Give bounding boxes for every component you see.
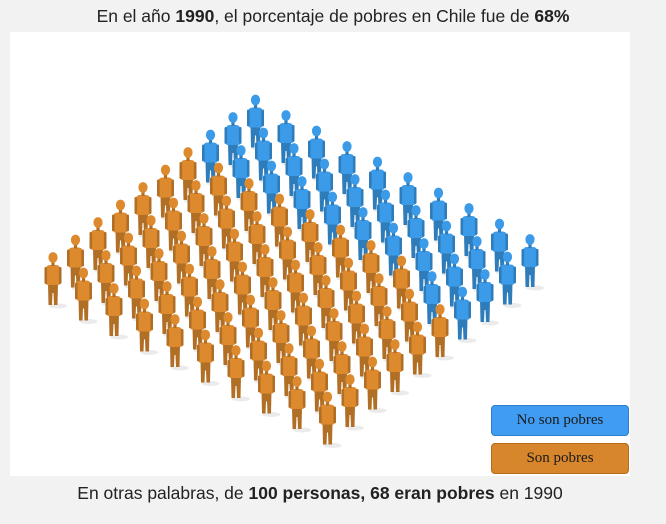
caption-text-2: en 1990 (494, 483, 563, 503)
person-poor-icon (166, 314, 189, 371)
person-poor-icon (197, 329, 220, 386)
person-poor-icon (319, 391, 342, 448)
person-not-poor-icon (476, 269, 499, 326)
person-poor-icon (136, 298, 159, 355)
headline-year: 1990 (175, 6, 215, 26)
person-poor-icon (44, 252, 67, 309)
person-poor-icon (431, 304, 454, 361)
person-poor-icon (364, 356, 387, 413)
headline: En el año 1990, el porcentaje de pobres … (0, 6, 666, 27)
person-poor-icon (105, 283, 128, 340)
person-not-poor-icon (285, 143, 308, 200)
person-poor-icon (409, 321, 432, 378)
person-poor-icon (288, 376, 311, 433)
person-not-poor-icon (521, 234, 544, 291)
person-poor-icon (341, 374, 364, 431)
headline-text-2: , el porcentaje de pobres en Chile fue d… (214, 6, 535, 26)
legend-not-poor: No son pobres (491, 405, 629, 436)
person-poor-icon (227, 345, 250, 402)
person-poor-icon (134, 182, 157, 239)
person-not-poor-icon (454, 286, 477, 343)
legend-poor: Son pobres (491, 443, 629, 474)
person-not-poor-icon (499, 251, 522, 308)
person-poor-icon (386, 339, 409, 396)
caption: En otras palabras, de 100 personas, 68 e… (0, 483, 640, 504)
person-poor-icon (75, 267, 98, 324)
headline-percent: 68% (534, 6, 570, 26)
caption-bold: 100 personas, 68 eran pobres (248, 483, 495, 503)
person-poor-icon (258, 360, 281, 417)
person-poor-icon (150, 248, 173, 305)
caption-text: En otras palabras, de (77, 483, 249, 503)
headline-text: En el año (96, 6, 176, 26)
